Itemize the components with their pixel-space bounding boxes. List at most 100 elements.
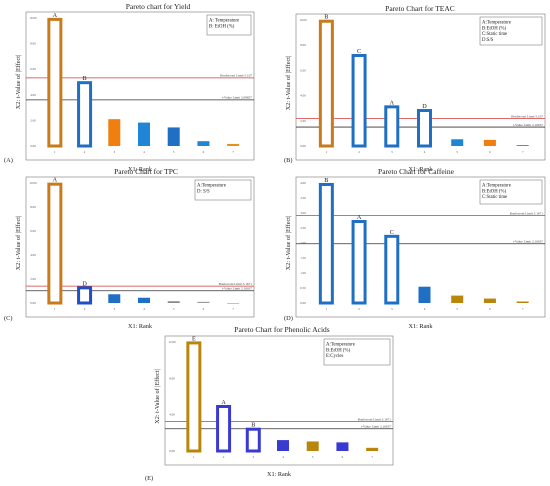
legend-entry: C:Static time xyxy=(482,195,507,200)
panel-label: (C) xyxy=(4,315,13,322)
x-tick-label: 4 xyxy=(424,150,426,154)
y-tick-label: 0.00 xyxy=(300,301,306,305)
y-tick-label: 4.00 xyxy=(300,94,306,98)
bar xyxy=(336,442,349,451)
chart-panel-1: Pareto chart for Yield (A) X2: t-Value of … xyxy=(4,2,255,173)
limit-label: t-Value Limit 2.16037 xyxy=(513,123,543,127)
x-tick-label: 6 xyxy=(203,150,205,154)
bar xyxy=(318,19,334,148)
bar-label: B xyxy=(324,177,328,184)
x-tick-label: 2 xyxy=(84,307,86,311)
bar-label: D xyxy=(422,103,427,110)
x-tick-label: 3 xyxy=(391,307,393,311)
legend-box xyxy=(206,14,252,36)
x-axis-label: X1: Rank xyxy=(128,323,153,330)
x-tick-label: 3 xyxy=(113,150,115,154)
legend-entry: A:Temperature xyxy=(482,184,511,189)
y-tick-label: 6.00 xyxy=(30,67,36,71)
y-tick-label: 1.00 xyxy=(300,271,306,275)
bar xyxy=(197,301,210,303)
y-tick-label: 4.00 xyxy=(300,181,306,185)
bar xyxy=(167,301,180,303)
legend-entry: E:Cycles xyxy=(326,354,343,359)
limit-label: Bonferroni Limit 5.107 xyxy=(220,74,252,78)
bar xyxy=(138,122,150,146)
bar xyxy=(47,17,63,148)
legend-box xyxy=(479,179,543,205)
bar xyxy=(216,404,232,453)
bar xyxy=(418,286,431,303)
limit-label: Bonferroni Limit 3.1671 xyxy=(358,417,392,421)
chart-panel-3: Pareto Chart for TPC (C) X2: t-Value of |E… xyxy=(4,167,255,330)
legend-entry: A:Temperature xyxy=(482,21,511,26)
y-tick-label: 12.00 xyxy=(168,340,176,344)
x-axis-label: X1: Rank xyxy=(409,323,434,330)
panel-label: (B) xyxy=(284,157,293,164)
bar xyxy=(516,145,529,146)
y-tick-label: 6.00 xyxy=(30,229,36,233)
y-tick-label: 4.00 xyxy=(30,93,36,97)
bar xyxy=(417,109,432,148)
bar xyxy=(77,81,93,148)
x-tick-label: 6 xyxy=(489,307,491,311)
bar-label: B xyxy=(83,75,87,82)
bar xyxy=(306,441,319,451)
bar xyxy=(384,234,400,305)
x-tick-label: 5 xyxy=(456,307,458,311)
limit-label: Bonferroni Limit 5.107 xyxy=(511,114,543,118)
bar-label: A xyxy=(53,177,58,184)
bar-label: D xyxy=(82,280,87,287)
bar-label: C xyxy=(390,229,394,236)
chart-title: Pareto chart for Yield xyxy=(126,2,191,11)
bar xyxy=(351,53,367,148)
bar xyxy=(77,286,93,305)
y-tick-label: 0.00 xyxy=(30,144,36,148)
bar xyxy=(108,119,121,146)
y-tick-label: 4.00 xyxy=(169,413,175,417)
y-tick-label: 2.50 xyxy=(300,226,306,230)
bar-label: A xyxy=(390,99,395,106)
bar-label: A xyxy=(53,12,58,19)
x-tick-label: 3 xyxy=(113,307,115,311)
y-tick-label: 3.50 xyxy=(300,196,306,200)
limit-label: Bonferroni Limit 3.1671 xyxy=(219,282,253,286)
bar xyxy=(108,294,121,303)
bar xyxy=(47,182,63,305)
x-tick-label: 6 xyxy=(342,455,344,459)
x-tick-label: 1 xyxy=(326,307,328,311)
bar xyxy=(483,298,496,303)
legend-entry: A:Temperature xyxy=(326,343,355,348)
x-tick-label: 1 xyxy=(54,150,56,154)
x-tick-label: 6 xyxy=(489,150,491,154)
bar xyxy=(197,141,210,146)
bar xyxy=(186,341,202,453)
x-tick-label: 4 xyxy=(143,307,145,311)
y-tick-label: 0.00 xyxy=(30,301,36,305)
bar xyxy=(516,301,529,303)
y-tick-label: 10.00 xyxy=(299,18,307,22)
y-tick-label: 10.00 xyxy=(29,181,37,185)
x-tick-label: 5 xyxy=(173,150,175,154)
bar xyxy=(483,139,496,146)
bar xyxy=(138,297,150,303)
x-axis-label: X1: Rank xyxy=(267,471,292,478)
x-axis-label: X1: Rank xyxy=(128,166,153,173)
bar xyxy=(366,447,379,451)
chart-title: Pareto Chart for Caffeine xyxy=(378,167,455,176)
y-tick-label: 2.00 xyxy=(300,119,306,123)
chart-title: Pareto Chart for Phenolic Acids xyxy=(234,325,329,334)
bar xyxy=(227,143,240,146)
chart-panel-5: Pareto Chart for Phenolic Acids (E) X2: t-… xyxy=(145,325,394,482)
y-tick-label: 8.00 xyxy=(30,42,36,46)
y-tick-label: 8.00 xyxy=(169,376,175,380)
plot-frame xyxy=(25,176,255,318)
chart-title: Pareto Chart for TPC xyxy=(114,167,178,176)
x-tick-label: 1 xyxy=(326,150,328,154)
bar-label: A xyxy=(357,214,362,221)
x-axis-label: X1: Rank xyxy=(409,166,434,173)
y-axis-label: X2: t-Value of |Effect| xyxy=(15,55,22,109)
y-tick-label: 3.00 xyxy=(300,211,306,215)
y-axis-label: X2: t-Value of |Effect| xyxy=(15,216,22,270)
x-tick-label: 1 xyxy=(193,455,195,459)
